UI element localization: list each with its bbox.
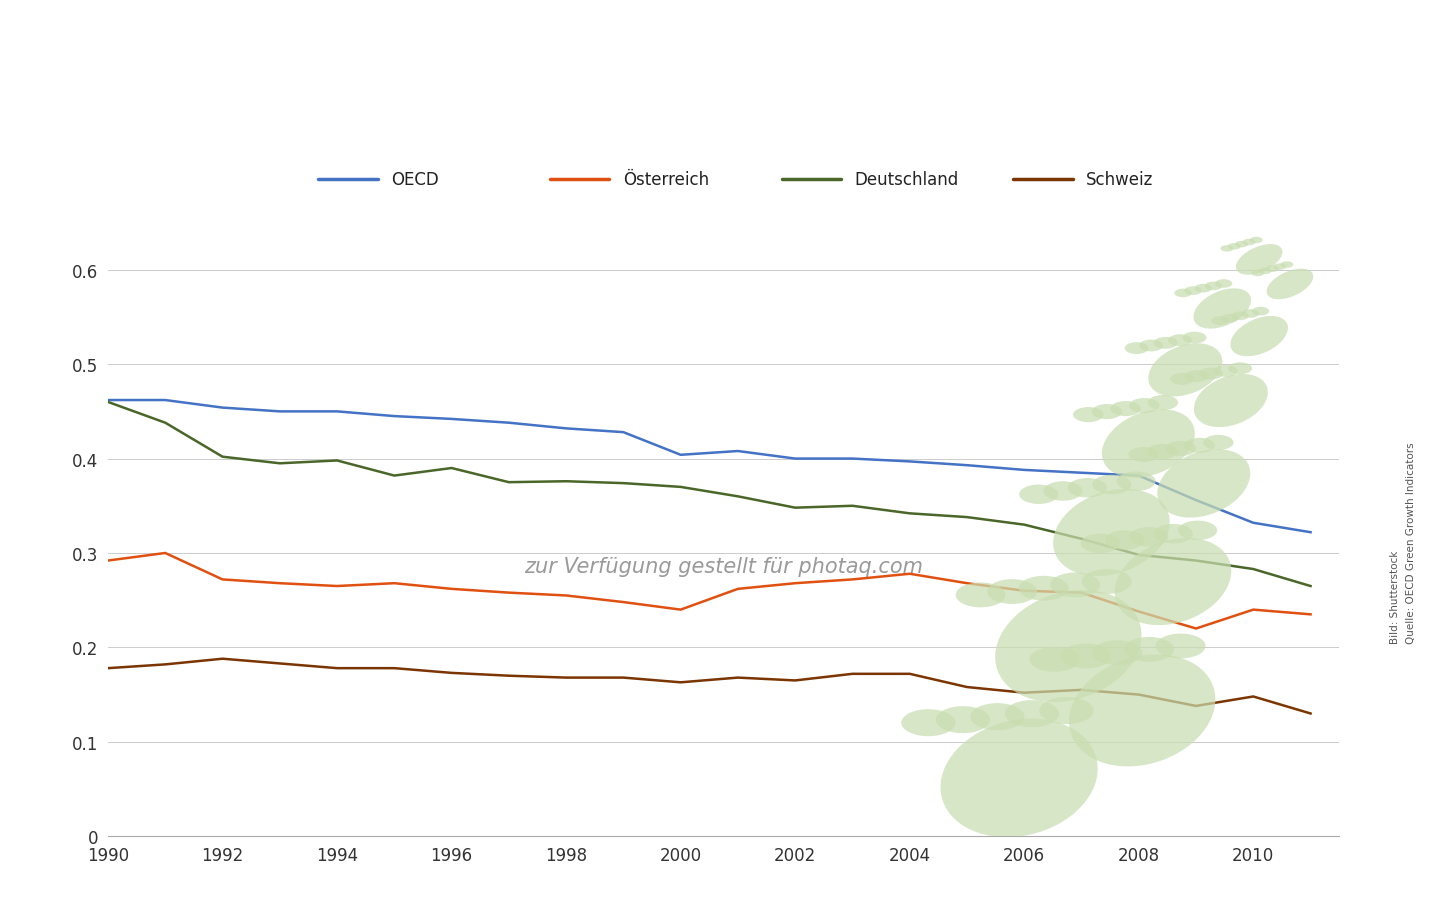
Ellipse shape — [1230, 316, 1287, 357]
Text: ): ) — [63, 39, 89, 92]
Ellipse shape — [1221, 314, 1238, 323]
Ellipse shape — [1018, 576, 1068, 601]
Ellipse shape — [1273, 264, 1286, 270]
Ellipse shape — [1153, 337, 1178, 349]
Ellipse shape — [1093, 475, 1132, 494]
Ellipse shape — [1068, 479, 1107, 498]
Ellipse shape — [1174, 289, 1192, 298]
Text: Österreich: Österreich — [622, 171, 708, 188]
Ellipse shape — [1044, 482, 1083, 501]
Ellipse shape — [1068, 654, 1215, 766]
Ellipse shape — [1168, 335, 1192, 346]
Ellipse shape — [901, 709, 956, 736]
Ellipse shape — [1215, 280, 1233, 289]
Text: Bild: Shutterstock: Bild: Shutterstock — [1390, 550, 1400, 643]
Ellipse shape — [1040, 698, 1093, 724]
Ellipse shape — [1073, 408, 1103, 423]
Ellipse shape — [1061, 644, 1112, 669]
Ellipse shape — [1115, 539, 1231, 626]
Ellipse shape — [1251, 308, 1269, 316]
Ellipse shape — [1148, 344, 1223, 397]
Ellipse shape — [971, 703, 1024, 731]
Ellipse shape — [1125, 637, 1174, 662]
Ellipse shape — [1250, 237, 1263, 244]
Text: )): )) — [32, 39, 82, 92]
Text: CO2-Emissionen aus Kraftstoffverbrennung pro BIP-Einheit, in kg: CO2-Emissionen aus Kraftstoffverbrennung… — [108, 96, 740, 116]
Ellipse shape — [1153, 525, 1192, 544]
Text: Deutschland: Deutschland — [854, 171, 959, 188]
Ellipse shape — [988, 580, 1037, 605]
Ellipse shape — [1194, 289, 1251, 329]
Ellipse shape — [1228, 363, 1251, 375]
Ellipse shape — [1092, 404, 1122, 420]
Ellipse shape — [1104, 531, 1145, 550]
Ellipse shape — [1171, 373, 1194, 385]
Ellipse shape — [1116, 472, 1156, 492]
Ellipse shape — [1211, 317, 1228, 325]
Ellipse shape — [1243, 240, 1256, 246]
Text: Quelle: OECD Green Growth Indicators: Quelle: OECD Green Growth Indicators — [1407, 442, 1416, 643]
Ellipse shape — [1148, 445, 1178, 460]
Ellipse shape — [1050, 573, 1100, 597]
Ellipse shape — [1102, 410, 1195, 478]
Text: OECD: OECD — [390, 171, 439, 188]
Ellipse shape — [1148, 395, 1178, 411]
Ellipse shape — [1129, 528, 1168, 547]
Ellipse shape — [1266, 267, 1279, 273]
Ellipse shape — [1158, 449, 1250, 518]
Ellipse shape — [1231, 312, 1248, 321]
Ellipse shape — [1020, 485, 1058, 505]
Ellipse shape — [956, 583, 1005, 607]
Ellipse shape — [1166, 441, 1197, 457]
Ellipse shape — [1185, 287, 1202, 296]
Text: Schweiz: Schweiz — [1086, 171, 1153, 188]
Ellipse shape — [1129, 448, 1159, 462]
Ellipse shape — [1221, 246, 1234, 253]
Ellipse shape — [995, 590, 1142, 702]
Ellipse shape — [936, 707, 989, 733]
Ellipse shape — [1178, 521, 1217, 540]
Ellipse shape — [1195, 285, 1212, 293]
Ellipse shape — [1139, 340, 1164, 352]
Ellipse shape — [1129, 399, 1159, 414]
Ellipse shape — [1205, 282, 1223, 291]
Ellipse shape — [940, 719, 1097, 837]
Ellipse shape — [1251, 270, 1264, 277]
Ellipse shape — [1228, 244, 1241, 250]
Text: zur Verfügung gestellt für photaq.com: zur Verfügung gestellt für photaq.com — [524, 557, 923, 576]
Ellipse shape — [1053, 489, 1169, 576]
Ellipse shape — [1185, 438, 1215, 453]
Ellipse shape — [1200, 369, 1223, 380]
Ellipse shape — [1214, 366, 1237, 378]
Ellipse shape — [1030, 647, 1080, 672]
Ellipse shape — [1204, 436, 1234, 450]
Ellipse shape — [1093, 641, 1142, 665]
Ellipse shape — [1259, 268, 1272, 275]
Ellipse shape — [1080, 534, 1120, 553]
Ellipse shape — [1081, 570, 1132, 595]
Ellipse shape — [1236, 242, 1248, 248]
Ellipse shape — [1110, 402, 1140, 416]
Ellipse shape — [1241, 310, 1259, 319]
Ellipse shape — [1280, 262, 1293, 268]
Ellipse shape — [1156, 634, 1205, 659]
Ellipse shape — [1185, 370, 1208, 382]
Ellipse shape — [1182, 333, 1207, 344]
Ellipse shape — [1236, 244, 1283, 276]
Ellipse shape — [1194, 375, 1267, 427]
Ellipse shape — [1267, 269, 1313, 300]
Ellipse shape — [1125, 343, 1149, 355]
Ellipse shape — [1005, 700, 1058, 727]
Text: Ökologie vs. Ökonomie: Ökologie vs. Ökonomie — [108, 22, 645, 71]
